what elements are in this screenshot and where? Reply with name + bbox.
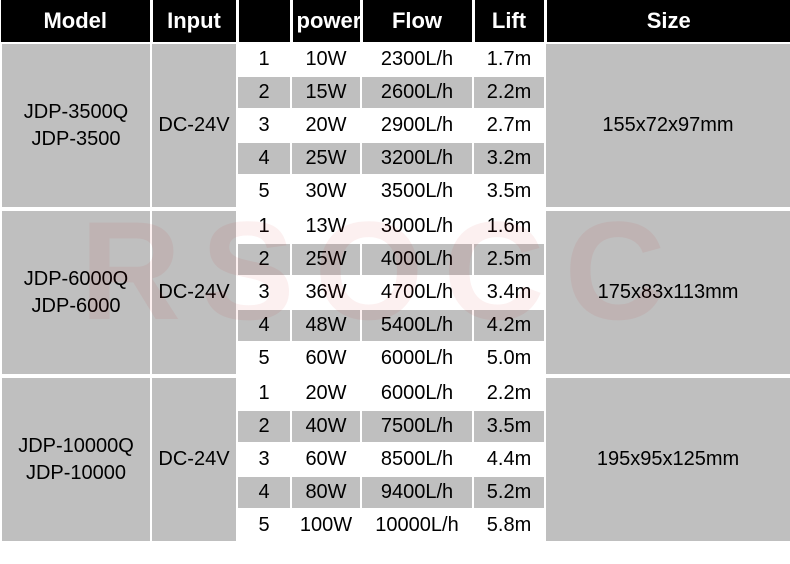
index-cell: 1 (237, 209, 291, 243)
input-cell: DC-24V (151, 43, 237, 209)
power-cell: 25W (291, 243, 361, 276)
col-input: Input (151, 0, 237, 43)
lift-cell: 1.7m (473, 43, 545, 76)
lift-cell: 1.6m (473, 209, 545, 243)
index-cell: 4 (237, 309, 291, 342)
col-flow: Flow (361, 0, 473, 43)
col-lift: Lift (473, 0, 545, 43)
table-row: JDP-3500QJDP-3500DC-24V110W2300L/h1.7m15… (1, 43, 790, 76)
index-cell: 5 (237, 175, 291, 209)
index-cell: 3 (237, 109, 291, 142)
lift-cell: 3.2m (473, 142, 545, 175)
index-cell: 2 (237, 410, 291, 443)
lift-cell: 5.0m (473, 342, 545, 376)
index-cell: 4 (237, 476, 291, 509)
index-cell: 5 (237, 342, 291, 376)
lift-cell: 2.2m (473, 376, 545, 410)
power-cell: 20W (291, 376, 361, 410)
table-row: JDP-10000QJDP-10000DC-24V120W6000L/h2.2m… (1, 376, 790, 410)
index-cell: 5 (237, 509, 291, 542)
lift-cell: 4.4m (473, 443, 545, 476)
flow-cell: 5400L/h (361, 309, 473, 342)
lift-cell: 2.7m (473, 109, 545, 142)
flow-cell: 4700L/h (361, 276, 473, 309)
lift-cell: 5.8m (473, 509, 545, 542)
lift-cell: 2.5m (473, 243, 545, 276)
size-cell: 155x72x97mm (545, 43, 790, 209)
spec-table: Model Input power Flow Lift Size JDP-350… (0, 0, 790, 543)
power-cell: 10W (291, 43, 361, 76)
power-cell: 40W (291, 410, 361, 443)
spec-table-container: Model Input power Flow Lift Size JDP-350… (0, 0, 790, 543)
flow-cell: 4000L/h (361, 243, 473, 276)
lift-cell: 3.5m (473, 410, 545, 443)
flow-cell: 7500L/h (361, 410, 473, 443)
index-cell: 3 (237, 443, 291, 476)
power-cell: 48W (291, 309, 361, 342)
power-cell: 25W (291, 142, 361, 175)
flow-cell: 3200L/h (361, 142, 473, 175)
flow-cell: 2600L/h (361, 76, 473, 109)
power-cell: 15W (291, 76, 361, 109)
table-body: JDP-3500QJDP-3500DC-24V110W2300L/h1.7m15… (1, 43, 790, 542)
index-cell: 3 (237, 276, 291, 309)
col-power: power (291, 0, 361, 43)
lift-cell: 3.5m (473, 175, 545, 209)
col-size: Size (545, 0, 790, 43)
lift-cell: 5.2m (473, 476, 545, 509)
flow-cell: 10000L/h (361, 509, 473, 542)
flow-cell: 3500L/h (361, 175, 473, 209)
power-cell: 36W (291, 276, 361, 309)
input-cell: DC-24V (151, 376, 237, 542)
index-cell: 1 (237, 43, 291, 76)
size-cell: 175x83x113mm (545, 209, 790, 376)
table-header-row: Model Input power Flow Lift Size (1, 0, 790, 43)
model-cell: JDP-10000QJDP-10000 (1, 376, 151, 542)
size-cell: 195x95x125mm (545, 376, 790, 542)
index-cell: 1 (237, 376, 291, 410)
power-cell: 30W (291, 175, 361, 209)
input-cell: DC-24V (151, 209, 237, 376)
flow-cell: 2300L/h (361, 43, 473, 76)
flow-cell: 3000L/h (361, 209, 473, 243)
power-cell: 100W (291, 509, 361, 542)
power-cell: 80W (291, 476, 361, 509)
table-row: JDP-6000QJDP-6000DC-24V113W3000L/h1.6m17… (1, 209, 790, 243)
flow-cell: 6000L/h (361, 376, 473, 410)
index-cell: 2 (237, 76, 291, 109)
power-cell: 60W (291, 342, 361, 376)
model-cell: JDP-3500QJDP-3500 (1, 43, 151, 209)
lift-cell: 2.2m (473, 76, 545, 109)
lift-cell: 4.2m (473, 309, 545, 342)
flow-cell: 6000L/h (361, 342, 473, 376)
power-cell: 60W (291, 443, 361, 476)
power-cell: 13W (291, 209, 361, 243)
col-model: Model (1, 0, 151, 43)
model-cell: JDP-6000QJDP-6000 (1, 209, 151, 376)
flow-cell: 8500L/h (361, 443, 473, 476)
power-cell: 20W (291, 109, 361, 142)
flow-cell: 2900L/h (361, 109, 473, 142)
lift-cell: 3.4m (473, 276, 545, 309)
index-cell: 4 (237, 142, 291, 175)
flow-cell: 9400L/h (361, 476, 473, 509)
col-index (237, 0, 291, 43)
index-cell: 2 (237, 243, 291, 276)
